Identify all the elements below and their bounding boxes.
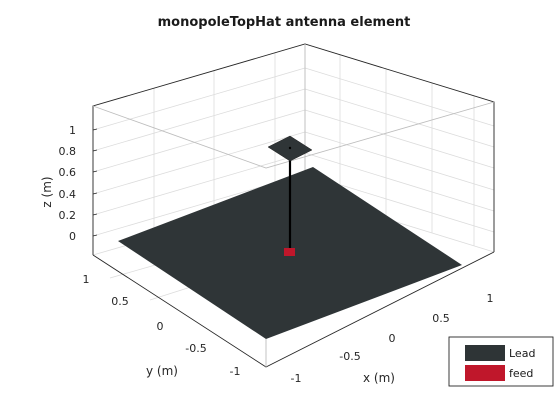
y-tick-1: 1 [83, 273, 90, 286]
z-tick-0.6: 0.6 [59, 166, 77, 179]
x-tick-0.5: 0.5 [432, 312, 450, 325]
z-axis-label: z (m) [40, 176, 54, 207]
y-tick--0.5: -0.5 [185, 342, 206, 355]
y-axis-ticks: 1 0.5 0 -0.5 -1 [83, 273, 241, 378]
x-tick--0.5: -0.5 [339, 350, 360, 363]
z-tick-0.2: 0.2 [59, 209, 77, 222]
y-axis-label: y (m) [146, 364, 178, 378]
y-tick-0.5: 0.5 [111, 295, 129, 308]
z-tick-0.4: 0.4 [59, 188, 77, 201]
legend[interactable]: Lead feed [448, 336, 554, 387]
legend-swatch-lead [465, 345, 505, 361]
x-axis-label: x (m) [363, 371, 395, 385]
legend-label-lead: Lead [509, 347, 535, 360]
legend-swatch-feed [465, 365, 505, 381]
y-tick-0: 0 [157, 320, 164, 333]
x-tick-0: 0 [389, 332, 396, 345]
x-axis-ticks: -1 -0.5 0 0.5 1 [291, 292, 494, 385]
z-tick-1: 1 [69, 124, 76, 137]
z-tick-marks [92, 128, 98, 237]
x-tick-1: 1 [487, 292, 494, 305]
legend-label-feed: feed [509, 367, 533, 380]
y-tick--1: -1 [230, 365, 241, 378]
x-tick--1: -1 [291, 372, 302, 385]
top-hat-center [288, 146, 292, 150]
plot-title: monopoleTopHat antenna element [158, 15, 411, 30]
z-axis-ticks: 1 0.8 0.6 0.4 0.2 0 [59, 124, 77, 243]
feed-point [284, 248, 295, 256]
z-tick-0.8: 0.8 [59, 145, 77, 158]
z-tick-0: 0 [69, 230, 76, 243]
